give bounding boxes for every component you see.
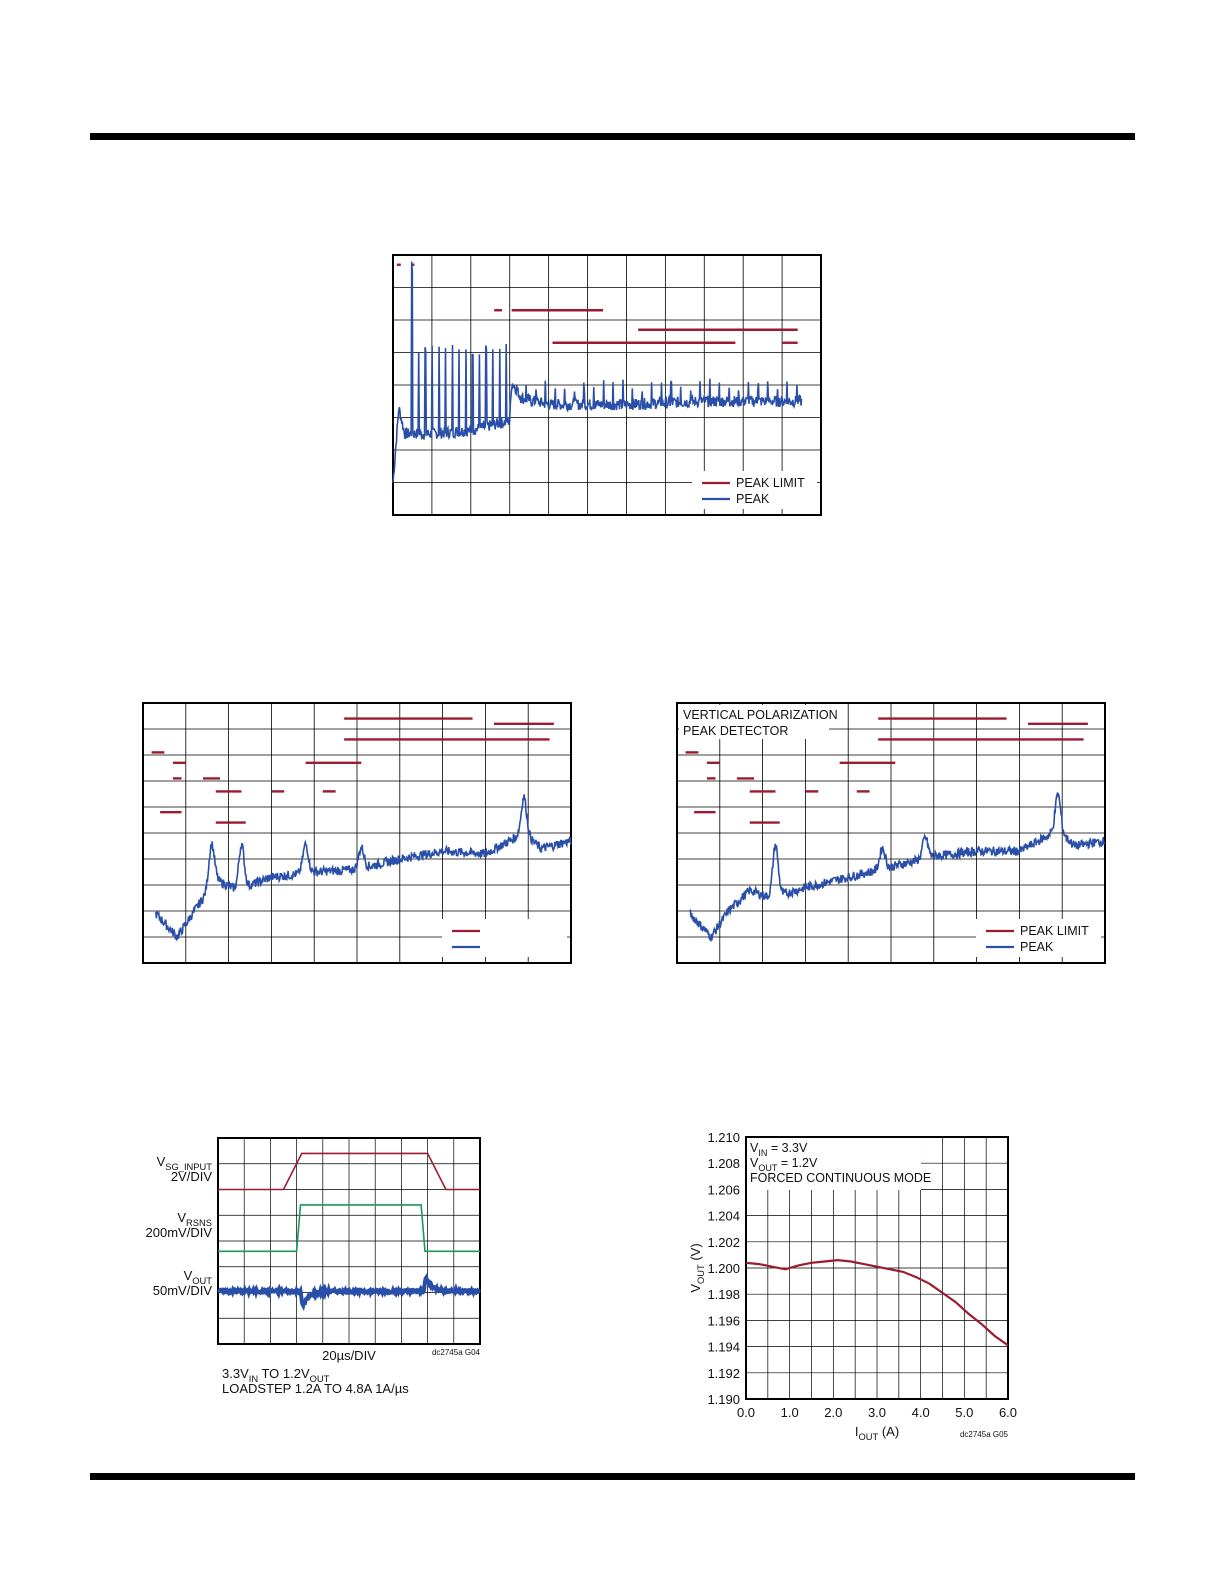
load-regulation-chart: VIN = 3.3V VOUT = 1.2V FORCED CONTINUOUS M… — [680, 1125, 1040, 1450]
y-tick-label: 1.210 — [707, 1130, 740, 1145]
x-tick-label: 6.0 — [999, 1405, 1017, 1420]
y-tick-label: 1.200 — [707, 1261, 740, 1276]
annotation-bg — [747, 1138, 921, 1190]
chart-code: dc2745a G05 — [960, 1430, 1009, 1439]
peak-spectrum-chart-right: VERTICAL POLARIZATION PEAK DETECTOR PEAK L… — [676, 702, 1108, 971]
y-axis-label: VOUT (V) — [688, 1243, 706, 1292]
chart-1-svg — [142, 702, 572, 964]
channel-label: VOUT — [184, 1268, 213, 1286]
x-tick-label: 4.0 — [912, 1405, 930, 1420]
y-tick-label: 1.204 — [707, 1209, 740, 1224]
annotation-line: PEAK DETECTOR — [683, 724, 788, 738]
legend-bg — [692, 471, 817, 509]
x-tick-label: 5.0 — [955, 1405, 973, 1420]
x-tick-label: 0.0 — [737, 1405, 755, 1420]
bottom-rule — [90, 1473, 1135, 1480]
legend-label-peak-limit: PEAK LIMIT — [736, 476, 805, 490]
series-line — [745, 1258, 1009, 1347]
legend-bg — [976, 919, 1101, 957]
y-tick-label: 1.202 — [707, 1235, 740, 1250]
y-tick-label: 1.198 — [707, 1287, 740, 1302]
y-tick-label: 1.196 — [707, 1313, 740, 1328]
channel-scale: 50mV/DIV — [153, 1283, 213, 1298]
x-tick-label: 2.0 — [824, 1405, 842, 1420]
scope-caption-1: 3.3VIN TO 1.2VOUT — [222, 1366, 330, 1384]
y-tick-label: 1.190 — [707, 1392, 740, 1407]
annotation-line: VIN = 3.3V — [750, 1141, 808, 1158]
chart-0-svg: PEAK LIMIT PEAK — [392, 254, 822, 516]
trace-vout — [217, 1272, 481, 1312]
x-axis-label: IOUT (A) — [855, 1424, 899, 1442]
y-tick-label: 1.208 — [707, 1156, 740, 1171]
channel-scale: 2V/DIV — [171, 1169, 213, 1184]
channel-scale: 200mV/DIV — [146, 1225, 213, 1240]
legend-label-peak: PEAK — [1020, 940, 1054, 954]
annotation-line: VERTICAL POLARIZATION — [683, 708, 838, 722]
annotation-line: VOUT = 1.2V — [750, 1156, 818, 1173]
x-tick-label: 1.0 — [781, 1405, 799, 1420]
scope-caption-2: LOADSTEP 1.2A TO 4.8A 1A/µs — [222, 1381, 409, 1396]
chart-2-svg: VERTICAL POLARIZATION PEAK DETECTOR PEAK L… — [676, 702, 1106, 964]
y-tick-label: 1.192 — [707, 1366, 740, 1381]
y-tick-label: 1.194 — [707, 1340, 740, 1355]
legend-bg — [442, 919, 567, 957]
load-step-scope-chart: VSG_INPUT 2V/DIV VRSNS 200mV/DIV VOUT 50mV/DI… — [130, 1130, 500, 1410]
trace-rsns — [218, 1204, 480, 1253]
top-rule — [90, 133, 1135, 140]
peak-spectrum-chart-left — [142, 702, 574, 971]
peak-trace — [392, 261, 803, 483]
trace-sg-input — [218, 1152, 480, 1191]
scope-code: dc2745a G04 — [432, 1348, 481, 1357]
x-tick-label: 3.0 — [868, 1405, 886, 1420]
peak-spectrum-chart-top: PEAK LIMIT PEAK — [392, 254, 824, 523]
channel-label: VSG_INPUT — [157, 1154, 213, 1172]
annotation-bg — [679, 705, 829, 739]
scope-xlabel: 20µs/DIV — [322, 1348, 376, 1363]
peak-trace — [155, 794, 572, 942]
legend-label-peak: PEAK — [736, 492, 770, 506]
peak-trace — [689, 791, 1106, 943]
channel-label: VRSNS — [177, 1210, 212, 1228]
legend-label-peak-limit: PEAK LIMIT — [1020, 924, 1089, 938]
annotation-line: FORCED CONTINUOUS MODE — [750, 1171, 931, 1185]
y-tick-label: 1.206 — [707, 1182, 740, 1197]
